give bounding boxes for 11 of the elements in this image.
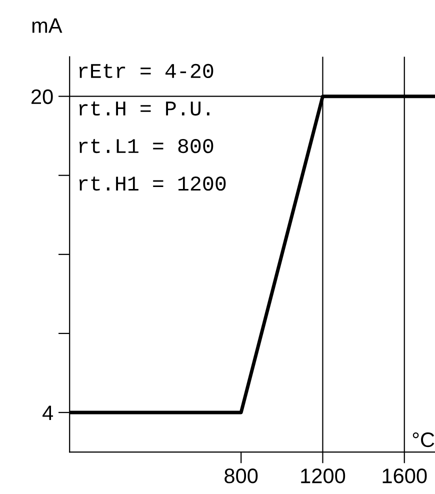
annotation: rt.H = P.U. — [79, 102, 210, 116]
y-tick-label: 4 — [42, 406, 54, 420]
x-tick-label: 1600 — [382, 468, 427, 484]
x-tick-label: 800 — [224, 468, 258, 484]
y-axis-title: mA — [32, 18, 62, 33]
annotation: rEtr = 4-20 — [79, 64, 214, 78]
annotation: rt.L1 = 800 — [79, 138, 214, 154]
y-tick-label: 20 — [32, 89, 53, 104]
x-tick-label: 1200 — [301, 468, 346, 484]
x-axis-title: °C — [412, 432, 434, 448]
annotation: rt.H1 = 1200 — [79, 176, 226, 191]
